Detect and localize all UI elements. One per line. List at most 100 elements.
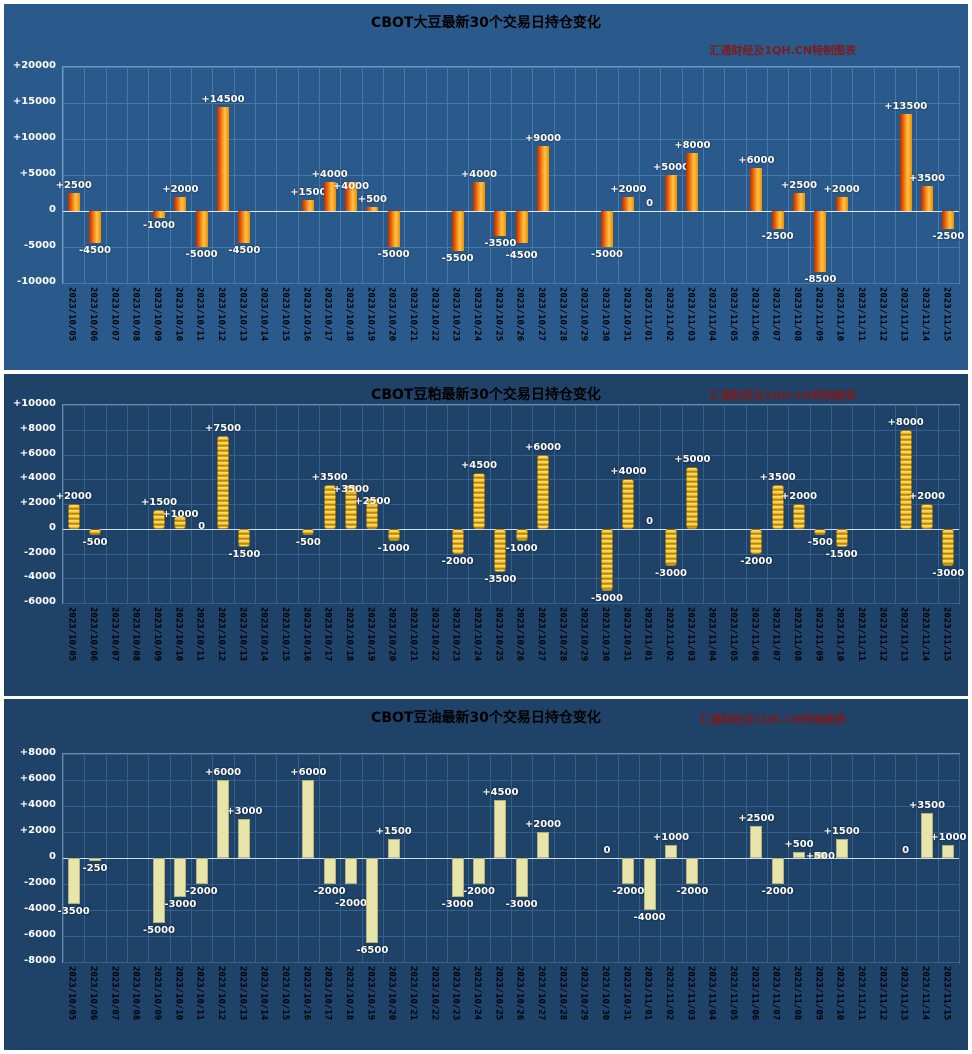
value-label: -1000: [377, 543, 410, 555]
date-label: 2023/11/09: [813, 607, 824, 662]
date-label: 2023/10/19: [365, 287, 376, 342]
value-label: -3000: [505, 899, 538, 910]
value-label: +2000: [55, 491, 92, 502]
gridline: [788, 754, 790, 962]
gridline: [788, 405, 790, 603]
bar: [387, 838, 400, 858]
bar: [345, 858, 357, 884]
gridline: [233, 405, 235, 603]
value-label: -2500: [932, 231, 965, 242]
value-label: +1000: [162, 509, 199, 521]
date-label: 2023/11/14: [920, 607, 930, 662]
date-label: 2023/10/20: [386, 607, 397, 662]
bar: [345, 182, 357, 211]
gridline: [724, 67, 726, 283]
bar: [473, 858, 485, 884]
bar: [921, 812, 933, 858]
gridline: [212, 405, 214, 603]
bar: [302, 528, 315, 535]
value-label: -1500: [228, 549, 261, 561]
date-label: 2023/11/11: [856, 607, 866, 662]
gridline: [873, 405, 875, 603]
gridline: [767, 405, 768, 603]
date-label: 2023/10/05: [66, 966, 77, 1021]
bar: [515, 528, 528, 542]
bar: [217, 780, 229, 858]
date-label: 2023/10/20: [386, 287, 397, 342]
value-label: +5000: [652, 162, 690, 173]
bar: [67, 193, 80, 211]
gridline: [63, 504, 959, 505]
bar: [302, 780, 315, 858]
gridline: [873, 754, 875, 962]
value-label: -2000: [185, 886, 218, 897]
gridline: [361, 754, 363, 962]
value-label: +7500: [204, 422, 242, 434]
gridline: [63, 806, 959, 807]
date-label: 2023/11/02: [664, 966, 674, 1021]
date-label: 2023/10/09: [152, 607, 162, 662]
date-label: 2023/10/10: [173, 607, 184, 662]
value-label: -5000: [185, 249, 218, 260]
gridline: [553, 754, 555, 962]
date-label: 2023/10/28: [557, 287, 568, 342]
value-label: +3500: [311, 472, 348, 484]
gridline: [233, 754, 235, 962]
date-label: 2023/10/19: [365, 966, 376, 1021]
gridline: [63, 454, 959, 456]
bar: [622, 196, 635, 211]
gridline: [276, 405, 278, 603]
value-label: 0: [902, 845, 910, 856]
date-label: 2023/11/06: [749, 287, 760, 342]
bar: [494, 528, 507, 573]
gridline: [745, 405, 747, 603]
date-label: 2023/10/21: [408, 287, 418, 342]
value-label: +8000: [674, 140, 711, 152]
value-label: -8500: [804, 274, 837, 286]
gridline: [105, 754, 107, 962]
value-label: +4000: [332, 181, 370, 193]
date-label: 2023/10/29: [578, 287, 589, 342]
date-label: 2023/10/26: [514, 287, 525, 342]
date-label: 2023/11/15: [941, 607, 952, 662]
bar: [153, 858, 165, 923]
bar: [750, 528, 763, 554]
date-label: 2023/10/21: [408, 966, 418, 1021]
bar: [366, 497, 379, 529]
bar: [473, 473, 485, 529]
gridline: [63, 405, 959, 406]
gridline: [447, 67, 448, 283]
value-label: -250: [82, 863, 108, 875]
gridline: [63, 962, 959, 963]
bar: [686, 153, 699, 211]
date-label: 2023/10/13: [237, 287, 248, 342]
chart-watermark: 汇通财经及1QH.CN特制图表: [709, 389, 856, 402]
gridline: [489, 754, 491, 962]
gridline: [809, 405, 811, 603]
y-axis-tick-label: -8000: [24, 955, 56, 966]
value-label: +2000: [823, 183, 860, 195]
y-axis-tick-label: +10000: [12, 398, 56, 409]
plot-area: +2500 -4500 -1000 +2000 -5000 +14500 -4500 +150…: [56, 66, 964, 286]
date-label: 2023/11/06: [749, 607, 760, 662]
value-label: +8000: [887, 416, 924, 428]
date-label: 2023/10/17: [322, 966, 333, 1021]
bar: [451, 528, 464, 554]
gridline: [852, 67, 854, 283]
value-label: +5000: [674, 453, 711, 465]
bar: [174, 516, 187, 529]
gridline: [703, 405, 704, 603]
date-label: 2023/10/12: [216, 966, 226, 1021]
gridline: [959, 754, 960, 962]
bar: [153, 211, 165, 219]
bar: [771, 485, 784, 529]
value-label: -1000: [143, 220, 175, 232]
bar: [494, 211, 507, 237]
gridline: [745, 67, 747, 283]
value-label: -5000: [591, 249, 623, 260]
bar: [217, 106, 229, 211]
gridline: [745, 754, 747, 962]
gridline: [63, 754, 959, 755]
date-label: 2023/11/06: [749, 966, 760, 1021]
value-label: +3000: [226, 806, 263, 817]
